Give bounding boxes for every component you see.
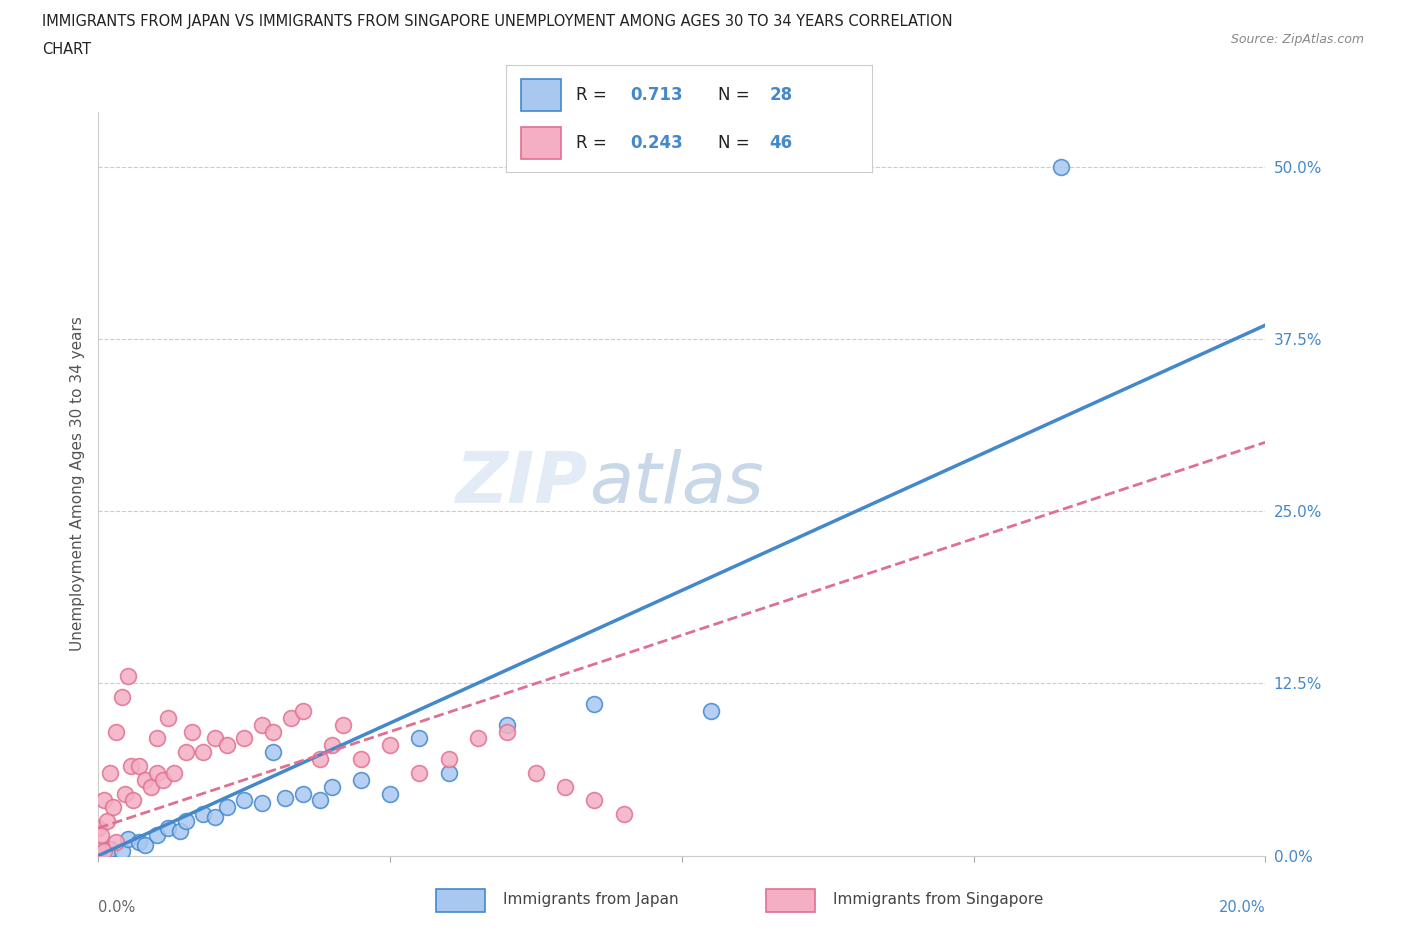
Text: R =: R = <box>575 134 612 153</box>
Point <box>87 820 110 835</box>
Point <box>98 842 121 857</box>
Text: 46: 46 <box>769 134 793 153</box>
Point <box>174 814 197 829</box>
Point <box>157 711 180 725</box>
Text: N =: N = <box>718 134 755 153</box>
Point <box>350 751 373 766</box>
Point <box>104 724 127 739</box>
Text: ZIP: ZIP <box>457 449 589 518</box>
Point <box>250 717 273 732</box>
Point <box>612 807 634 822</box>
Point <box>180 724 202 739</box>
Point <box>321 737 343 752</box>
Point <box>437 751 460 766</box>
Point <box>134 773 156 788</box>
Point <box>437 765 460 780</box>
Point <box>309 793 332 808</box>
Text: 20.0%: 20.0% <box>1219 900 1265 915</box>
Point <box>215 800 238 815</box>
Point <box>152 773 174 788</box>
Point <box>378 786 402 801</box>
Point <box>120 759 142 774</box>
Point <box>250 796 273 811</box>
Point <box>139 779 162 794</box>
Point <box>583 697 606 711</box>
FancyBboxPatch shape <box>520 79 561 111</box>
Point <box>280 711 302 725</box>
Point <box>163 765 186 780</box>
Point <box>87 842 110 857</box>
Text: 0.713: 0.713 <box>630 86 683 104</box>
Point <box>122 793 145 808</box>
Point <box>157 820 180 835</box>
Point <box>274 790 297 805</box>
Point <box>495 724 517 739</box>
Point <box>174 745 197 760</box>
Point <box>134 837 156 852</box>
Point <box>104 834 127 849</box>
Point <box>350 773 373 788</box>
Point <box>93 844 115 859</box>
Point <box>291 703 314 718</box>
Point <box>117 669 139 684</box>
Point <box>98 765 121 780</box>
Point <box>204 810 226 825</box>
Point <box>146 765 169 780</box>
Text: N =: N = <box>718 86 755 104</box>
FancyBboxPatch shape <box>436 889 485 912</box>
Text: Immigrants from Singapore: Immigrants from Singapore <box>832 892 1043 908</box>
Point <box>101 800 124 815</box>
Text: atlas: atlas <box>589 449 763 518</box>
Point <box>215 737 238 752</box>
Text: 28: 28 <box>769 86 793 104</box>
Point <box>291 786 314 801</box>
Text: IMMIGRANTS FROM JAPAN VS IMMIGRANTS FROM SINGAPORE UNEMPLOYMENT AMONG AGES 30 TO: IMMIGRANTS FROM JAPAN VS IMMIGRANTS FROM… <box>42 14 953 29</box>
Point <box>193 807 215 822</box>
Point <box>114 786 136 801</box>
Point <box>262 724 284 739</box>
Text: Immigrants from Japan: Immigrants from Japan <box>503 892 678 908</box>
FancyBboxPatch shape <box>520 127 561 159</box>
Text: CHART: CHART <box>42 42 91 57</box>
Point <box>111 844 134 859</box>
Text: 0.243: 0.243 <box>630 134 683 153</box>
Point <box>700 703 723 718</box>
Point <box>96 814 118 829</box>
Point <box>204 731 226 746</box>
Point <box>408 731 430 746</box>
Point <box>111 690 134 705</box>
Point <box>583 793 606 808</box>
Point <box>193 745 215 760</box>
Point <box>554 779 576 794</box>
Point <box>495 717 517 732</box>
Point <box>378 737 402 752</box>
Point <box>87 845 110 860</box>
Point <box>524 765 547 780</box>
Point <box>408 765 430 780</box>
Point <box>321 779 343 794</box>
FancyBboxPatch shape <box>766 889 815 912</box>
Point <box>117 831 139 846</box>
Point <box>90 828 112 843</box>
Point <box>233 731 256 746</box>
Point <box>262 745 284 760</box>
Text: 0.0%: 0.0% <box>98 900 135 915</box>
Point <box>309 751 332 766</box>
Point <box>233 793 256 808</box>
Text: R =: R = <box>575 86 612 104</box>
Y-axis label: Unemployment Among Ages 30 to 34 years: Unemployment Among Ages 30 to 34 years <box>69 316 84 651</box>
Point <box>93 793 115 808</box>
Point <box>169 823 191 838</box>
Point <box>146 731 169 746</box>
Point <box>128 759 150 774</box>
Point <box>332 717 354 732</box>
Point <box>1050 159 1073 174</box>
Point <box>128 834 150 849</box>
Text: Source: ZipAtlas.com: Source: ZipAtlas.com <box>1230 33 1364 46</box>
Point <box>467 731 489 746</box>
Point <box>146 828 169 843</box>
